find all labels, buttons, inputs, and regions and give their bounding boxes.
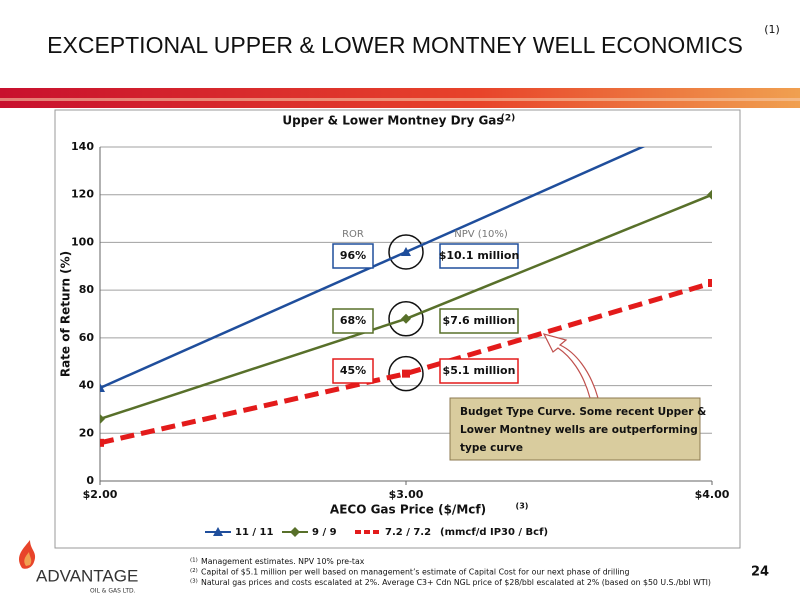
y-tick-label: 0 xyxy=(86,474,94,487)
ror-box xyxy=(332,308,374,334)
chart-title: Upper & Lower Montney Dry Gas xyxy=(282,114,503,128)
footnote-text: Management estimates. NPV 10% pre-tax xyxy=(201,557,365,566)
marker xyxy=(100,413,105,424)
highlight-circle xyxy=(388,355,424,392)
callout-text: type curve xyxy=(460,442,523,454)
npv-label: $5.1 million xyxy=(443,364,516,377)
x-tick-label: $2.00 xyxy=(83,488,118,501)
highlight-circle xyxy=(388,301,424,337)
y-axis-label: Rate of Return (%) xyxy=(59,251,73,377)
chart-frame xyxy=(54,109,741,549)
x-axis-label: AECO Gas Price ($/Mcf) xyxy=(330,503,486,517)
footnotes: (1) Management estimates. NPV 10% pre-tax… xyxy=(190,557,711,587)
chart-title-note: (2) xyxy=(501,114,516,124)
y-tick-label: 140 xyxy=(71,140,94,153)
legend-marker xyxy=(290,527,300,537)
marker xyxy=(100,382,105,392)
ror-header: ROR xyxy=(342,229,364,240)
footnote-mark: (2) xyxy=(190,568,198,574)
logo-sub: OIL & GAS LTD. xyxy=(90,588,136,595)
ror-label: 68% xyxy=(340,314,366,327)
legend-note: (mmcf/d IP30 / Bcf) xyxy=(440,527,548,538)
ror-label: 96% xyxy=(340,249,366,262)
y-tick-label: 120 xyxy=(71,188,94,201)
legend-label: 11 / 11 xyxy=(235,527,273,538)
marker xyxy=(401,313,411,324)
footnote-text: Capital of $5.1 million per well based o… xyxy=(201,568,629,577)
ror-box xyxy=(332,243,374,269)
callout-text: Budget Type Curve. Some recent Upper & xyxy=(460,406,706,418)
footnote-text: Natural gas prices and costs escalated a… xyxy=(201,578,711,587)
marker xyxy=(100,438,104,447)
y-tick-label: 20 xyxy=(79,426,95,439)
callout-arrow xyxy=(542,333,599,399)
npv-label: $7.6 million xyxy=(443,314,516,327)
legend-label: 7.2 / 7.2 xyxy=(385,527,431,538)
title-note: (1) xyxy=(764,23,780,36)
npv-header: NPV (10%) xyxy=(454,229,508,240)
callout-box xyxy=(449,397,701,461)
npv-box xyxy=(439,358,519,384)
x-axis-label-note: (3) xyxy=(516,502,529,511)
legend-label: 9 / 9 xyxy=(312,527,337,538)
marker xyxy=(708,278,712,287)
marker xyxy=(402,369,410,378)
npv-label: $10.1 million xyxy=(439,249,520,262)
x-tick-label: $3.00 xyxy=(389,488,424,501)
series-line xyxy=(100,280,712,446)
ror-label: 45% xyxy=(340,364,366,377)
chart: 0 20 40 60 80 100 120 140 $2.00 $3.00 $4.00 Upper &… xyxy=(59,114,730,539)
x-tick-label: $4.00 xyxy=(695,488,730,501)
marker xyxy=(401,246,411,256)
plot-area xyxy=(100,147,712,447)
footnote-mark: (1) xyxy=(190,558,198,564)
npv-box xyxy=(439,308,519,334)
marker xyxy=(707,189,712,200)
callout-text: Lower Montney wells are outperforming xyxy=(460,424,698,436)
y-tick-label: 100 xyxy=(71,235,94,248)
legend-marker xyxy=(213,527,223,536)
stripe-line xyxy=(0,98,800,101)
y-tick-label: 40 xyxy=(79,379,95,392)
y-tick-label: 60 xyxy=(79,331,95,344)
page-number: 24 xyxy=(751,565,769,580)
slide-title: EXCEPTIONAL UPPER & LOWER MONTNEY WELL E… xyxy=(47,32,743,58)
logo-flame-inner xyxy=(24,552,32,566)
highlight-circle xyxy=(388,234,424,270)
footnote-mark: (3) xyxy=(190,579,198,585)
logo-name: ADVANTAGE xyxy=(36,566,138,585)
y-tick-label: 80 xyxy=(79,283,95,296)
ror-box xyxy=(332,358,374,384)
npv-box xyxy=(439,243,519,269)
